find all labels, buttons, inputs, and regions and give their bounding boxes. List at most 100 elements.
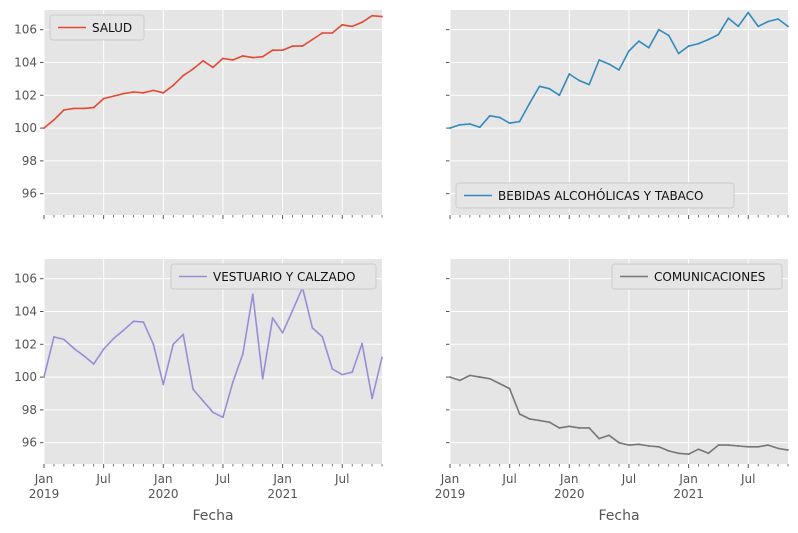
y-tick-label: 104 <box>14 55 37 69</box>
data-point <box>132 91 135 93</box>
data-point <box>102 348 105 351</box>
x-tick-label: Jul <box>621 472 636 486</box>
data-point <box>578 427 581 429</box>
data-point <box>757 25 760 28</box>
data-point <box>558 94 561 97</box>
legend: VESTUARIO Y CALZADO <box>170 263 377 290</box>
data-point <box>459 123 461 126</box>
data-point <box>361 21 364 24</box>
data-point <box>222 57 224 60</box>
data-point <box>321 32 324 34</box>
data-point <box>608 63 610 66</box>
legend-box <box>170 263 377 290</box>
data-point <box>182 74 185 77</box>
data-point <box>737 445 740 447</box>
legend: BEBIDAS ALCOHÓLICAS Y TABACO <box>455 182 735 209</box>
x-tick-label: Jan <box>440 472 460 486</box>
x-tick-label: Jul <box>334 472 349 486</box>
data-point <box>311 38 314 41</box>
data-point <box>697 448 700 451</box>
data-point <box>281 49 284 52</box>
x-tick-year-label: 2019 <box>29 487 60 501</box>
data-point <box>271 317 274 319</box>
data-point <box>43 376 45 378</box>
x-tick-label: Jul <box>740 472 755 486</box>
data-point <box>767 20 770 23</box>
data-point <box>331 367 334 370</box>
data-point <box>667 34 670 37</box>
data-point <box>767 444 770 447</box>
data-point <box>82 354 85 357</box>
data-point <box>697 42 700 45</box>
y-tick-label: 106 <box>14 272 37 286</box>
data-point <box>152 343 155 346</box>
data-point <box>787 25 789 28</box>
data-point <box>498 116 501 119</box>
data-point <box>628 444 630 447</box>
data-point <box>172 84 175 87</box>
legend-box <box>49 14 145 41</box>
data-point <box>528 102 531 105</box>
data-point <box>311 326 314 329</box>
y-tick-label: 102 <box>14 337 37 351</box>
data-point <box>787 449 789 451</box>
y-tick-label: 104 <box>14 304 37 318</box>
data-point <box>381 356 383 359</box>
data-point <box>449 127 451 129</box>
data-point <box>518 413 521 415</box>
legend-label: SALUD <box>92 21 132 35</box>
data-point <box>62 109 65 111</box>
data-point <box>351 25 354 28</box>
x-axis-label: Fecha <box>192 508 233 524</box>
data-point <box>459 379 461 382</box>
data-point <box>488 377 491 380</box>
data-point <box>291 309 294 312</box>
data-point <box>687 45 690 47</box>
data-point <box>588 83 591 86</box>
x-tick-label: Jan <box>559 472 579 486</box>
data-point <box>53 118 55 121</box>
data-point <box>82 107 85 110</box>
data-point <box>637 443 640 446</box>
data-point <box>152 89 155 92</box>
y-tick-label: 100 <box>14 370 37 384</box>
data-point <box>598 437 601 440</box>
data-point <box>538 419 541 422</box>
data-point <box>92 363 95 365</box>
data-point <box>291 45 294 47</box>
data-point <box>251 56 254 59</box>
data-point <box>747 11 750 14</box>
data-point <box>241 55 244 57</box>
data-point <box>777 447 779 450</box>
data-point <box>251 293 254 296</box>
data-point <box>202 399 204 402</box>
data-point <box>212 66 214 69</box>
legend-box <box>611 263 783 290</box>
x-tick-label: Jul <box>95 472 110 486</box>
y-tick-label: 98 <box>22 154 37 168</box>
data-point <box>478 376 481 378</box>
plot-area <box>450 259 788 464</box>
data-point <box>162 383 165 386</box>
data-point <box>737 25 740 28</box>
data-point <box>608 434 610 437</box>
data-point <box>717 444 720 447</box>
data-point <box>231 59 234 61</box>
data-point <box>727 444 730 447</box>
data-point <box>351 371 354 374</box>
data-point <box>192 388 195 391</box>
data-point <box>488 114 491 117</box>
data-point <box>528 418 531 420</box>
data-point <box>72 107 75 110</box>
data-point <box>747 445 750 448</box>
data-point <box>162 91 165 94</box>
x-tick-year-label: 2021 <box>673 487 704 501</box>
data-point <box>727 17 730 20</box>
data-point <box>508 122 511 125</box>
data-point <box>468 123 471 125</box>
x-tick-label: Jan <box>678 472 698 486</box>
data-point <box>478 126 481 129</box>
x-tick-label: Jul <box>501 472 516 486</box>
plot-area <box>44 259 382 464</box>
